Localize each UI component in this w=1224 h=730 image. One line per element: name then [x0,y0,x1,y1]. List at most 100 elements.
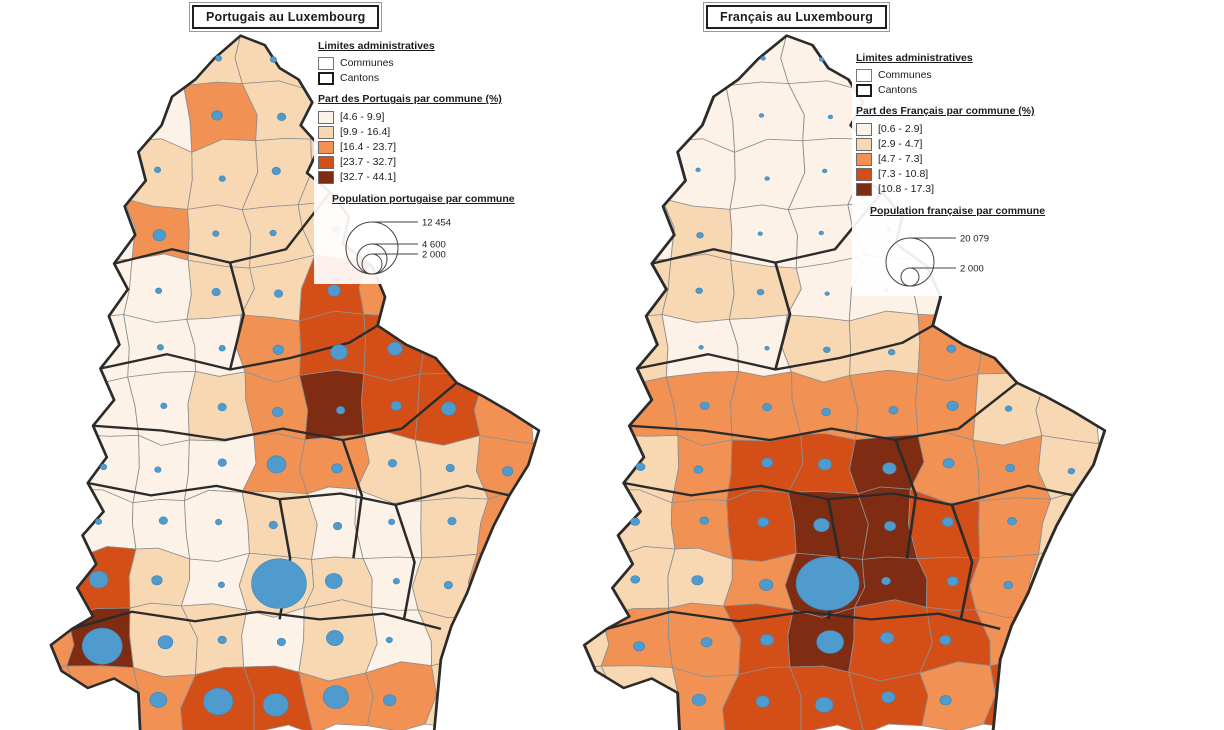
class-label-3: [4.7 - 7.3] [878,152,923,165]
class-label-3: [16.4 - 23.7] [340,140,397,153]
communes-label: Communes [340,57,394,70]
population-circle [818,230,824,236]
legend-circle [356,243,388,275]
class-row: [23.7 - 32.7] [318,156,521,169]
population-circle [160,402,168,409]
population-circle [762,403,772,412]
legend-communes-row: Communes [318,57,521,71]
commune-polygon [50,489,75,563]
population-circle [218,175,226,182]
population-circle [759,633,775,646]
population-circle [392,578,400,585]
commune-polygon [584,195,615,272]
population-circle [215,518,223,526]
population-circle [268,520,278,530]
population-circle [218,345,226,352]
circle-legend-title: Population française par commune [870,205,1046,218]
class-row: [4.6 - 9.9] [318,111,521,124]
commune-polygon [50,35,87,94]
commune-polygon [1036,610,1105,672]
population-circle [217,458,227,467]
population-circle [390,400,402,411]
class-swatch-2 [318,125,334,139]
commune-polygon [584,489,610,563]
legend-circle [345,221,399,275]
commune-polygon [584,138,615,203]
legend-cantons-row: Cantons [318,72,521,86]
population-circle [1003,581,1014,590]
commune-polygon [584,549,606,619]
population-circle [272,344,284,355]
commune-polygon [849,369,919,441]
legend-portugais: Limites administratives Communes Cantons… [314,36,525,285]
cantons-layer [71,191,510,630]
legend-francais: Limites administratives Communes Cantons… [852,48,1063,297]
cantons-label: Cantons [878,84,918,97]
population-circle [262,693,289,717]
population-circle [887,349,896,356]
population-circle [817,458,833,471]
legend-communes-row: Communes [856,69,1059,83]
population-circle [157,635,174,650]
population-circle [272,407,284,418]
commune-polygon [50,431,79,494]
legend-circle-value: 20 079 [960,234,989,245]
population-circle [633,641,646,652]
commune-polygon [584,257,616,322]
population-circle [759,578,774,591]
population-circle [152,229,166,242]
population-circle [215,55,223,62]
legend-circle-value: 12 454 [422,218,451,229]
commune-polygon [298,310,366,376]
class-swatch-4 [318,155,334,169]
population-circle [941,516,954,527]
class-row: [0.6 - 2.9] [856,123,1059,136]
population-circle [764,176,770,181]
class-row: [9.9 - 16.4] [318,126,521,139]
legend-cantons-row: Cantons [856,84,1059,98]
commune-polygon [474,610,539,672]
population-circle [217,581,225,588]
population-circle [695,287,703,294]
legend-circle-value: 2 000 [960,264,984,275]
circle-legend-title: Population portugaise par commune [332,193,515,206]
commune-polygon [717,35,790,87]
population-circle [269,229,277,237]
commune-polygon [600,665,680,730]
population-circle [757,231,763,236]
cantons-layer [606,191,1074,630]
class-label-5: [10.8 - 17.3] [878,183,935,195]
population-circle [942,458,955,469]
canton-border [92,381,458,442]
population-circle [440,401,457,416]
population-circle [327,284,341,297]
commune-polygon [135,35,185,88]
commune-polygon [475,661,539,730]
population-circle [443,581,453,590]
population-circle [333,521,343,531]
communes-label: Communes [878,69,932,82]
class-label-1: [0.6 - 2.9] [878,122,923,135]
population-circle [691,693,707,706]
commune-polygon [50,81,81,144]
canton-border [87,481,510,507]
population-circle [149,691,168,708]
population-circle [155,287,163,294]
class-row: [2.9 - 4.7] [856,138,1059,151]
population-circle [635,462,646,471]
map-portugais [49,34,541,730]
population-circle [1007,517,1017,526]
commune-polygon [50,380,77,437]
legend-circle [361,253,383,275]
class-label-1: [4.6 - 9.9] [340,110,385,123]
population-circle [821,407,831,417]
class-row: [7.3 - 10.8] [856,168,1059,181]
commune-polygon [180,552,251,611]
population-circles-layer [81,55,514,717]
population-circle [700,637,713,648]
legend-circle-value: 4 600 [422,240,446,251]
population-circle [269,56,277,63]
commune-polygon [50,257,81,322]
commune-polygon [50,195,80,272]
